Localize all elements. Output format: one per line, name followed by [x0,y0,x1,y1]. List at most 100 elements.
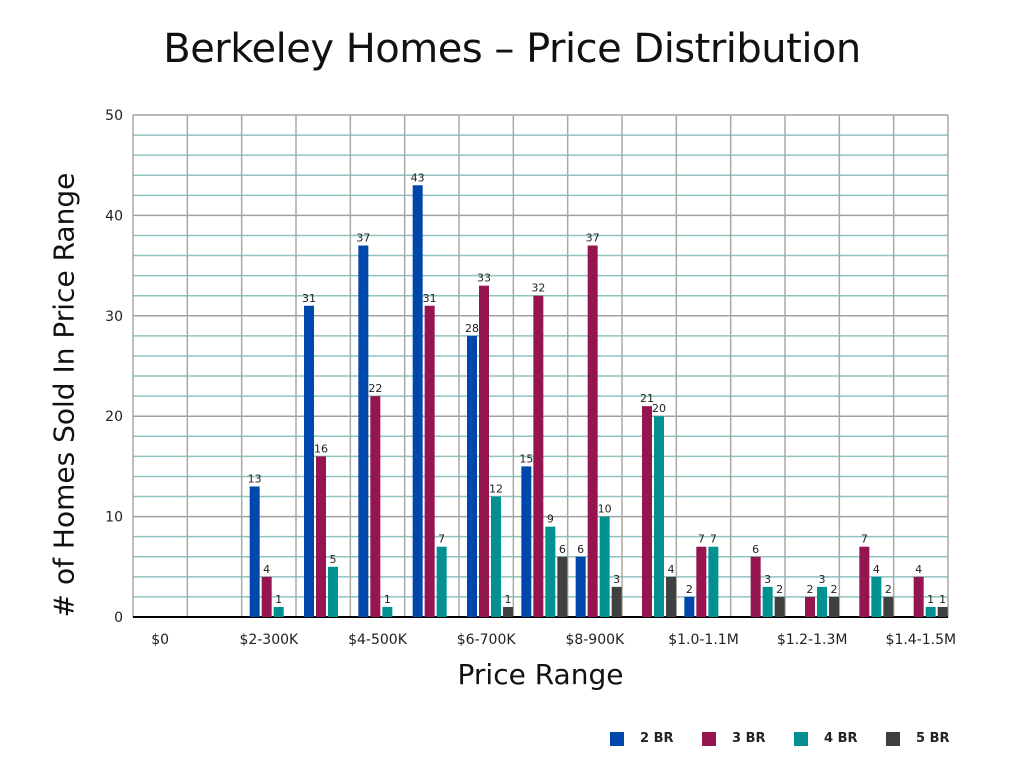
bar-3br [750,556,761,617]
legend-item: 2 BR [610,731,702,746]
x-tick-label: $4-500K [348,632,408,648]
y-tick-label: 10 [105,510,123,526]
bar-2br [304,305,314,617]
bar-2br [467,335,477,617]
x-tick-label: $1.2-1.3M [777,632,848,648]
legend-swatch [702,731,716,746]
data-label: 7 [710,533,717,546]
data-label: 10 [598,503,612,516]
bar-2br [684,596,695,617]
bar-2br [575,556,586,617]
data-label: 22 [368,382,382,395]
bar-4br [382,606,393,617]
bar-3br [316,456,326,617]
data-label: 13 [248,472,262,485]
data-label: 15 [519,452,533,465]
legend-item: 3 BR [702,731,794,746]
data-label: 16 [314,442,328,455]
bar-4br [436,546,447,617]
y-tick-label: 20 [105,409,123,425]
data-label: 12 [489,483,503,496]
x-tick-label: $8-900K [565,632,625,648]
bar-4br [871,576,882,617]
data-label: 1 [505,593,512,606]
x-tick-label: $0 [151,632,169,648]
data-label: 28 [465,322,479,335]
bar-2br [521,466,532,617]
bar-2br [412,185,423,617]
data-label: 4 [915,563,922,576]
data-label: 7 [438,533,445,546]
data-label: 7 [698,533,705,546]
data-label: 4 [873,563,880,576]
bar-5br [883,596,894,617]
bar-3br [587,245,598,617]
bar-4br [654,416,664,617]
x-tick-label: $1.0-1.1M [668,632,739,648]
data-label: 4 [263,563,270,576]
data-label: 1 [927,593,934,606]
legend-swatch [886,731,900,746]
bar-3br [913,576,924,617]
data-label: 2 [686,583,693,596]
bar-5br [557,556,568,617]
legend-swatch [610,731,624,746]
x-tick-label: $1.4-1.5M [886,632,957,648]
data-label: 1 [939,593,946,606]
chart-title: Berkeley Homes – Price Distribution [163,26,861,72]
bar-3br [805,596,815,617]
data-label: 20 [652,402,666,415]
legend-label: 4 BR [824,731,858,746]
bar-3br [696,546,707,617]
data-label: 2 [831,583,838,596]
data-label: 3 [613,573,620,586]
legend-item: 5 BR [886,731,978,746]
bar-5br [774,596,785,617]
bar-4br [762,586,773,617]
data-label: 2 [885,583,892,596]
bar-3br [479,285,489,617]
data-label: 3 [764,573,771,586]
bar-3br [533,295,544,617]
legend-swatch [794,731,808,746]
legend-label: 3 BR [732,731,766,746]
data-label: 43 [411,171,425,184]
data-label: 1 [275,593,282,606]
bar-3br [859,546,870,617]
data-label: 2 [807,583,814,596]
bar-4br [817,586,827,617]
bar-4br [925,606,936,617]
bar-5br [937,606,948,617]
bar-3br [642,406,652,617]
y-tick-label: 0 [114,610,123,626]
y-tick-label: 30 [105,309,123,325]
data-label: 33 [477,272,491,285]
bar-3br [370,396,381,617]
x-tick-label: $6-700K [457,632,517,648]
data-label: 6 [577,543,584,556]
bar-3br [424,305,435,617]
data-label: 32 [531,282,545,295]
data-label: 37 [356,232,370,245]
legend: 2 BR 3 BR 4 BR 5 BR [610,731,978,746]
data-label: 4 [668,563,675,576]
bar-4br [599,516,610,617]
data-label: 31 [423,292,437,305]
bar-2br [358,245,369,617]
y-tick-label: 50 [105,108,123,124]
bar-4br [273,606,284,617]
bar-5br [503,606,513,617]
data-label: 37 [586,232,600,245]
bar-4br [328,566,338,617]
bar-3br [261,576,272,617]
bar-4br [491,496,501,617]
bar-2br [249,486,260,617]
data-label: 6 [752,543,759,556]
data-label: 3 [819,573,826,586]
x-tick-label: $2-300K [239,632,299,648]
data-label: 5 [330,553,337,566]
data-label: 21 [640,392,654,405]
bar-4br [708,546,719,617]
bar-4br [545,526,556,617]
